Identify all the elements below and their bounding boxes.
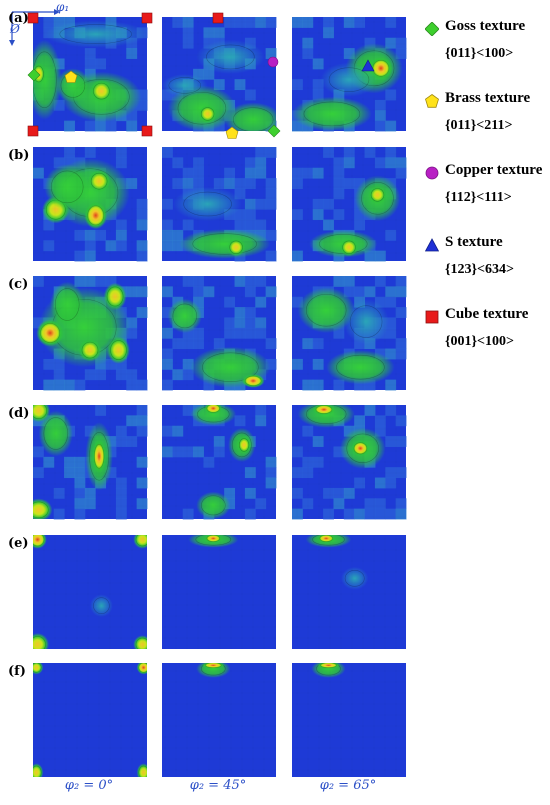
pixel-grid	[292, 535, 406, 649]
pixel-grid	[162, 535, 276, 649]
cube-marker	[141, 12, 153, 24]
odf-panel-row-f-phi2-45	[162, 663, 276, 777]
column-label-phi2-65: φ₂ = 65°	[319, 778, 377, 793]
odf-panel-row-b-phi2-0	[33, 147, 148, 262]
odf-panel-row-e-phi2-0	[33, 535, 147, 649]
phi-arrowhead-icon	[9, 40, 15, 46]
odf-panel-row-f-phi2-65	[292, 663, 406, 777]
pixel-grid	[292, 17, 406, 131]
column-label-phi2-45: φ₂ = 45°	[189, 778, 247, 793]
cube-marker	[27, 125, 39, 137]
goss-marker	[27, 68, 41, 82]
brass-marker	[64, 70, 78, 83]
legend-miller-goss: {011}<100>	[445, 46, 514, 61]
brass-marker	[225, 126, 239, 139]
row-label-d: (d)	[8, 406, 29, 421]
goss-diamond-icon	[425, 22, 439, 36]
phi1-axis-label: φ₁	[56, 0, 70, 14]
cube-square-icon	[425, 310, 439, 324]
legend-miller-s: {123}<634>	[445, 262, 514, 277]
cube-marker	[141, 125, 153, 137]
phi-axis-label: Ø	[10, 22, 20, 36]
pixel-grid	[162, 405, 276, 519]
cube-marker	[27, 12, 39, 24]
pixel-grid	[292, 405, 406, 519]
odf-panel-row-c-phi2-45	[162, 276, 277, 391]
row-label-a: (a)	[8, 11, 29, 26]
copper-circle-icon	[425, 166, 439, 180]
row-label-b: (b)	[8, 148, 29, 163]
pixel-grid	[33, 405, 147, 519]
legend-miller-brass: {011}<211>	[445, 118, 513, 133]
legend-name-copper: Copper texture	[445, 162, 543, 178]
odf-panel-row-e-phi2-65	[292, 535, 406, 649]
row-label-e: (e)	[8, 536, 29, 551]
odf-panel-row-d-phi2-0	[33, 405, 148, 520]
legend-name-goss: Goss texture	[445, 18, 526, 34]
odf-panel-row-e-phi2-45	[162, 535, 276, 649]
pixel-grid	[292, 276, 406, 390]
cube-marker	[212, 12, 224, 24]
pixel-grid	[292, 147, 406, 261]
legend-name-s: S texture	[445, 234, 503, 250]
odf-panel-row-b-phi2-65	[292, 147, 407, 262]
pixel-grid	[33, 17, 147, 131]
row-label-f: (f)	[8, 664, 26, 679]
phi1-arrowhead-icon	[54, 9, 60, 15]
odf-panel-row-d-phi2-65	[292, 405, 407, 520]
legend-name-brass: Brass texture	[445, 90, 531, 106]
s-triangle-icon	[425, 238, 439, 252]
s-marker	[361, 59, 375, 72]
odf-panel-row-a-phi2-45	[162, 17, 277, 132]
column-label-phi2-0: φ₂ = 0°	[64, 778, 114, 793]
pixel-grid	[162, 663, 276, 777]
row-label-c: (c)	[8, 277, 28, 292]
odf-panel-row-b-phi2-45	[162, 147, 277, 262]
odf-panel-row-a-phi2-0	[33, 17, 148, 132]
pixel-grid	[162, 276, 276, 390]
odf-panel-row-d-phi2-45	[162, 405, 277, 520]
pixel-grid	[162, 17, 276, 131]
copper-marker	[267, 56, 279, 68]
pixel-grid	[162, 147, 276, 261]
pixel-grid	[33, 147, 147, 261]
legend-miller-cube: {001}<100>	[445, 334, 514, 349]
legend-name-cube: Cube texture	[445, 306, 529, 322]
odf-panel-row-a-phi2-65	[292, 17, 407, 132]
brass-pentagon-icon	[425, 94, 439, 108]
odf-panel-row-c-phi2-0	[33, 276, 148, 391]
pixel-grid	[292, 663, 406, 777]
pixel-grid	[33, 535, 147, 649]
odf-panel-row-f-phi2-0	[33, 663, 147, 777]
goss-marker	[267, 124, 281, 138]
pixel-grid	[33, 663, 147, 777]
legend-miller-copper: {112}<111>	[445, 190, 512, 205]
pixel-grid	[33, 276, 147, 390]
odf-panel-row-c-phi2-65	[292, 276, 407, 391]
